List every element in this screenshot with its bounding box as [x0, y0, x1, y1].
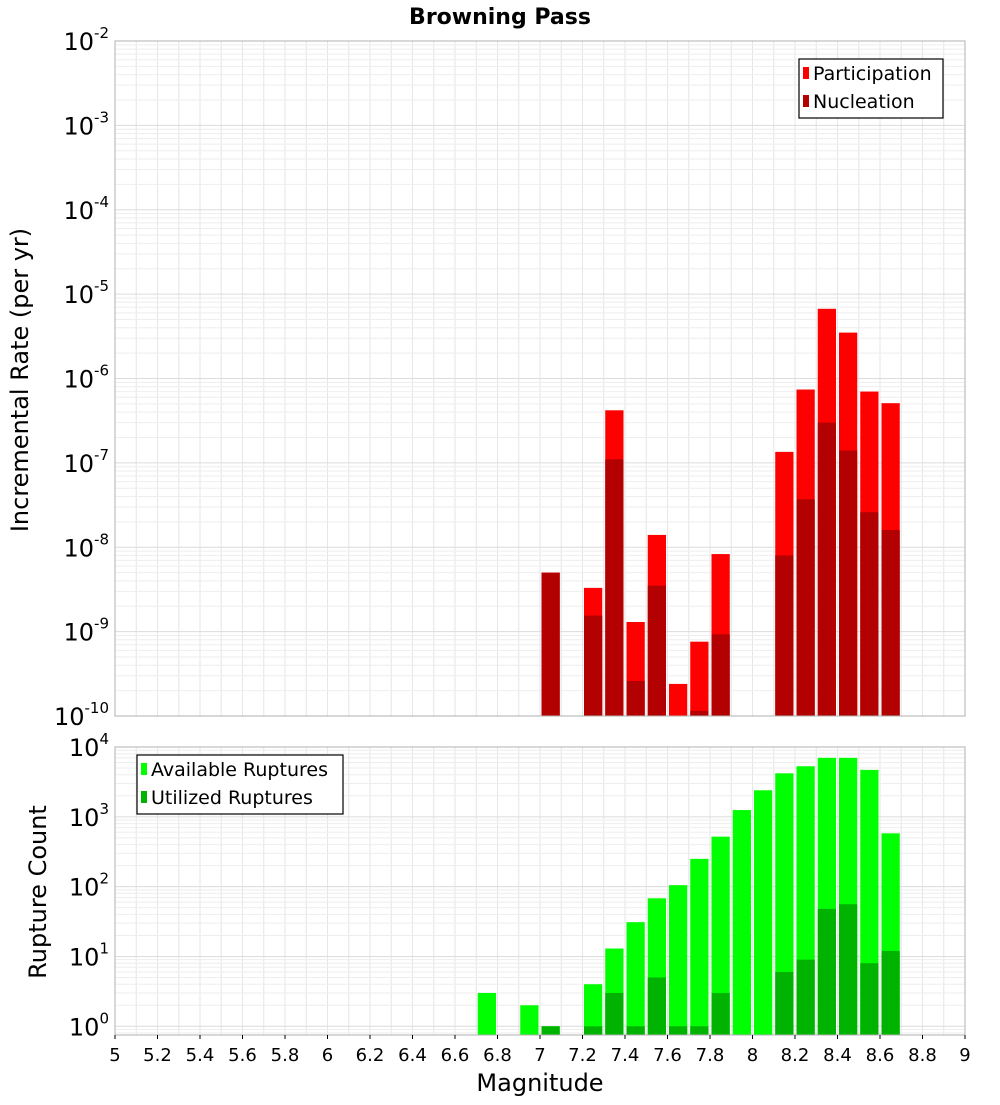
bottom-bar	[711, 992, 730, 1035]
top-bar	[626, 680, 645, 716]
top-y-axis-label: Incremental Rate (per yr)	[6, 228, 34, 532]
top-bar	[647, 585, 666, 716]
bottom-bar	[690, 1026, 709, 1035]
top-y-tick-label: 10-9	[63, 615, 109, 647]
bottom-bar	[584, 1026, 603, 1035]
top-y-tick-label: 10-6	[63, 362, 109, 394]
bottom-y-axis-label: Rupture Count	[24, 805, 52, 979]
top-bar	[690, 641, 709, 716]
bottom-legend-label: Available Ruptures	[151, 759, 328, 781]
bottom-x-tick-label: 7.8	[696, 1045, 725, 1066]
bottom-bar	[754, 790, 773, 1035]
bottom-bar	[775, 971, 794, 1035]
bottom-y-tick-label: 102	[69, 870, 109, 902]
top-y-tick-label: 10-8	[63, 530, 109, 562]
bottom-x-tick-label: 7	[534, 1045, 545, 1066]
top-bar	[690, 710, 709, 716]
bottom-bar	[626, 1026, 645, 1035]
bottom-bar	[669, 1026, 688, 1035]
bottom-x-tick-label: 9	[959, 1045, 970, 1066]
top-bar	[881, 530, 900, 716]
bottom-x-tick-label: 8.4	[823, 1045, 852, 1066]
top-bar	[605, 459, 624, 716]
bottom-x-tick-label: 7.2	[568, 1045, 597, 1066]
bottom-bar	[839, 904, 858, 1035]
top-y-tick-label: 10-3	[63, 108, 109, 140]
bottom-x-tick-label: 7.4	[611, 1045, 640, 1066]
bottom-bar	[584, 984, 603, 1035]
bottom-bar	[626, 922, 645, 1035]
bottom-bar	[732, 810, 751, 1035]
top-y-tick-label: 10-7	[63, 446, 109, 478]
bottom-x-tick-label: 5	[109, 1045, 120, 1066]
bottom-x-tick-label: 5.6	[228, 1045, 257, 1066]
bottom-bar	[520, 1005, 539, 1035]
top-bar	[796, 499, 815, 716]
bottom-bar	[711, 836, 730, 1035]
bottom-x-tick-label: 7.6	[653, 1045, 682, 1066]
bottom-bar	[690, 858, 709, 1035]
bottom-x-tick-label: 6	[322, 1045, 333, 1066]
bottom-legend-label: Utilized Ruptures	[151, 787, 313, 809]
top-y-tick-label: 10-2	[63, 24, 109, 56]
bottom-bar	[817, 908, 836, 1035]
bottom-bar	[647, 977, 666, 1035]
top-bar	[669, 683, 688, 716]
top-bar	[839, 450, 858, 716]
top-series-1	[541, 422, 900, 716]
top-grid	[114, 40, 966, 717]
bottom-x-tick-label: 6.4	[398, 1045, 427, 1066]
top-legend: Participation Nucleation	[798, 58, 944, 119]
top-legend-box	[798, 58, 944, 119]
bottom-x-tick-label: 8	[747, 1045, 758, 1066]
x-axis-label: Magnitude	[476, 1069, 603, 1097]
bottom-legend-box	[136, 754, 344, 815]
top-bar	[541, 572, 560, 716]
top-legend-swatch	[803, 67, 809, 79]
top-bar	[711, 634, 730, 716]
top-plot-frame	[114, 40, 966, 717]
bottom-bar	[796, 959, 815, 1035]
bottom-y-tick-label: 104	[69, 730, 109, 762]
bottom-x-tick-label: 5.2	[143, 1045, 172, 1066]
bottom-bar	[881, 950, 900, 1035]
bottom-bar	[477, 992, 496, 1035]
bottom-bar	[860, 963, 879, 1035]
bottom-x-tick-label: 8.8	[908, 1045, 937, 1066]
bottom-y-tick-label: 103	[69, 800, 109, 832]
bottom-bar	[605, 992, 624, 1035]
bottom-bar	[775, 773, 794, 1035]
bottom-legend-swatch	[141, 763, 147, 775]
top-bar	[817, 422, 836, 716]
bottom-bar	[541, 1026, 560, 1035]
bottom-x-tick-label: 6.8	[483, 1045, 512, 1066]
top-y-tick-label: 10-4	[63, 193, 109, 225]
bottom-x-tick-label: 5.8	[271, 1045, 300, 1066]
bottom-legend-swatch	[141, 791, 147, 803]
chart-title: Browning Pass	[409, 5, 591, 30]
bottom-x-tick-label: 6.6	[441, 1045, 470, 1066]
top-y-tick-label: 10-10	[54, 699, 109, 731]
top-legend-swatch	[803, 95, 809, 107]
top-bar	[860, 512, 879, 716]
bottom-y-tick-label: 100	[69, 1009, 109, 1041]
bottom-x-tick-label: 6.2	[356, 1045, 385, 1066]
top-bar	[775, 555, 794, 716]
bottom-series-1	[541, 904, 900, 1035]
bottom-legend: Available Ruptures Utilized Ruptures	[136, 754, 344, 815]
top-bar	[584, 615, 603, 716]
top-y-tick-label: 10-5	[63, 277, 109, 309]
bottom-y-tick-label: 101	[69, 939, 109, 971]
bottom-bar	[669, 885, 688, 1035]
bottom-x-tick-label: 8.6	[866, 1045, 895, 1066]
top-legend-label: Nucleation	[813, 91, 915, 113]
bottom-x-tick-label: 5.4	[186, 1045, 215, 1066]
top-legend-label: Participation	[813, 63, 932, 85]
bottom-x-tick-label: 8.2	[781, 1045, 810, 1066]
